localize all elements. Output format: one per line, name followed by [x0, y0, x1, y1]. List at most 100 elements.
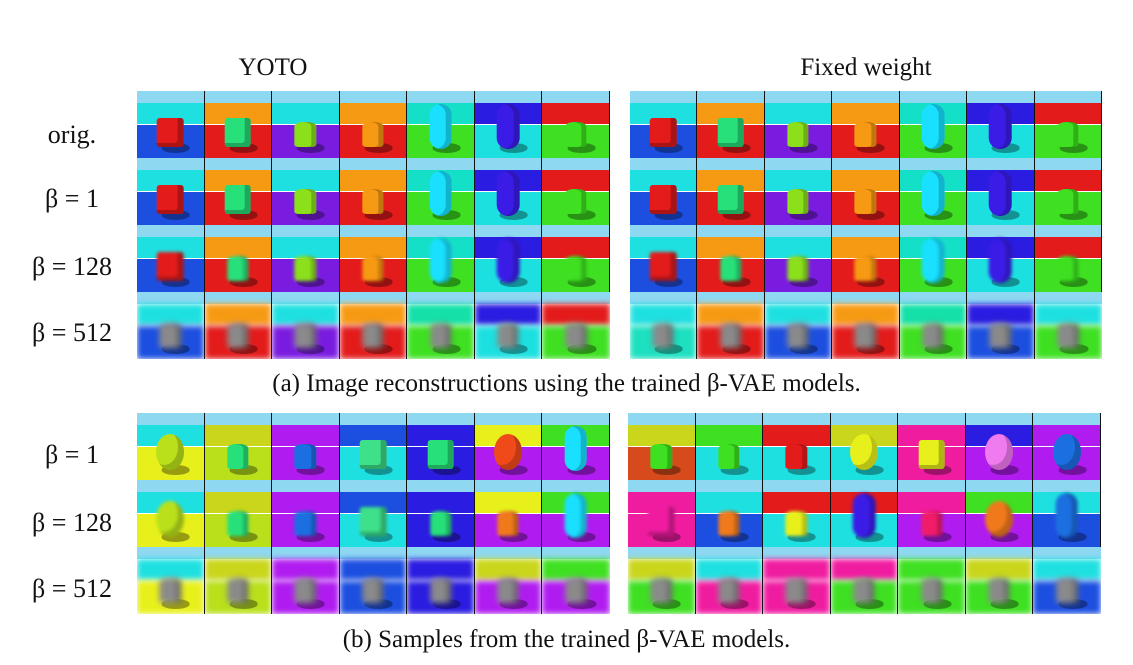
scene-image: [764, 292, 833, 359]
scene-image: [1034, 91, 1102, 158]
scene-image: [542, 225, 610, 292]
scene-image: [339, 91, 408, 158]
scene-image: [697, 158, 765, 225]
scene-image: [899, 158, 968, 225]
scene-image: [965, 413, 1034, 480]
scene-image: [272, 225, 340, 292]
scene-image: [630, 158, 698, 225]
scene-image: [695, 413, 764, 480]
scene-image: [763, 480, 831, 547]
scene-image: [630, 225, 698, 292]
scene-image: [204, 225, 273, 292]
scene-image: [763, 547, 831, 614]
scene-image: [407, 225, 475, 292]
scene-image: [830, 413, 899, 480]
scene-image: [474, 225, 543, 292]
scene-image: [407, 480, 475, 547]
scene-image: [339, 292, 408, 359]
scene-image: [628, 413, 696, 480]
scene-image: [407, 158, 475, 225]
scene-image: [474, 480, 543, 547]
reconstruction-grid-yoto: [137, 91, 610, 359]
row-label-b-beta-128: β = 128: [32, 508, 112, 537]
row-label-b-beta-512: β = 512: [32, 574, 112, 603]
scene-image: [764, 158, 833, 225]
scene-image: [695, 547, 764, 614]
scene-image: [967, 91, 1035, 158]
scene-image: [137, 480, 205, 547]
scene-image: [1033, 480, 1101, 547]
row-label-beta-512: β = 512: [32, 318, 112, 347]
column-title-fixed-weight: Fixed weight: [800, 54, 932, 81]
row-label-b-beta-1: β = 1: [45, 440, 99, 469]
scene-image: [898, 480, 966, 547]
scene-image: [272, 413, 340, 480]
scene-image: [137, 225, 205, 292]
scene-image: [697, 292, 765, 359]
scene-image: [272, 480, 340, 547]
scene-image: [630, 91, 698, 158]
scene-image: [339, 413, 408, 480]
scene-image: [1033, 547, 1101, 614]
scene-image: [697, 91, 765, 158]
scene-image: [764, 225, 833, 292]
scene-image: [204, 547, 273, 614]
row-label-orig: orig.: [47, 120, 97, 149]
scene-image: [137, 547, 205, 614]
scene-image: [967, 292, 1035, 359]
scene-image: [339, 480, 408, 547]
scene-image: [764, 91, 833, 158]
scene-image: [832, 225, 900, 292]
scene-image: [542, 547, 610, 614]
column-title-yoto: YOTO: [238, 54, 308, 81]
reconstruction-grid-fixed-weight: [630, 91, 1102, 359]
scene-image: [407, 413, 475, 480]
scene-image: [542, 292, 610, 359]
row-label-beta-128: β = 128: [32, 252, 112, 281]
scene-image: [204, 91, 273, 158]
scene-image: [697, 225, 765, 292]
scene-image: [628, 480, 696, 547]
scene-image: [474, 91, 543, 158]
scene-image: [407, 292, 475, 359]
scene-image: [474, 292, 543, 359]
scene-image: [339, 547, 408, 614]
scene-image: [628, 547, 696, 614]
scene-image: [272, 292, 340, 359]
scene-image: [474, 413, 543, 480]
scene-image: [899, 225, 968, 292]
scene-image: [272, 158, 340, 225]
scene-image: [137, 91, 205, 158]
caption-reconstructions: (a) Image reconstructions using the trai…: [272, 370, 861, 397]
scene-image: [204, 292, 273, 359]
scene-image: [899, 91, 968, 158]
scene-image: [832, 292, 900, 359]
scene-image: [474, 547, 543, 614]
scene-image: [967, 225, 1035, 292]
scene-image: [763, 413, 831, 480]
scene-image: [407, 547, 475, 614]
scene-image: [830, 480, 899, 547]
scene-image: [137, 158, 205, 225]
scene-image: [542, 91, 610, 158]
scene-image: [474, 158, 543, 225]
scene-image: [204, 158, 273, 225]
scene-image: [542, 158, 610, 225]
scene-image: [137, 292, 205, 359]
scene-image: [695, 480, 764, 547]
scene-image: [407, 91, 475, 158]
scene-image: [965, 547, 1034, 614]
scene-image: [339, 158, 408, 225]
scene-image: [1034, 158, 1102, 225]
scene-image: [272, 91, 340, 158]
scene-image: [965, 480, 1034, 547]
scene-image: [272, 547, 340, 614]
scene-image: [1034, 292, 1102, 359]
samples-grid-fixed-weight: [628, 413, 1101, 614]
samples-grid-yoto: [137, 413, 610, 614]
scene-image: [542, 480, 610, 547]
scene-image: [1033, 413, 1101, 480]
scene-image: [339, 225, 408, 292]
row-label-beta-1: β = 1: [45, 184, 99, 213]
scene-image: [967, 158, 1035, 225]
